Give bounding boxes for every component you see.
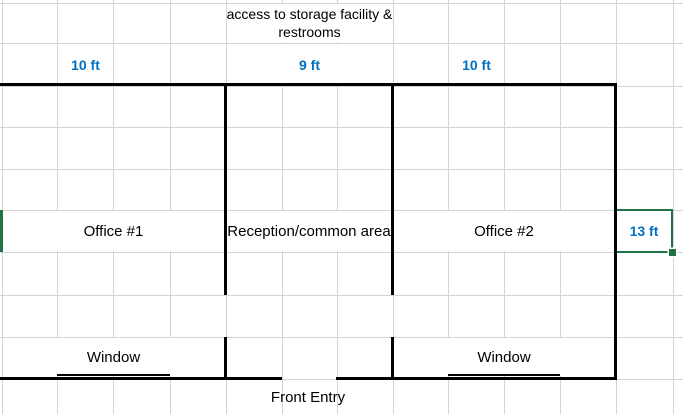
reception-label: Reception/common area	[227, 222, 391, 240]
cell-office-1[interactable]: Office #1	[3, 211, 224, 251]
front-entry-label: Front Entry	[270, 388, 346, 406]
gridline-horizontal	[0, 43, 683, 44]
wall-right	[614, 83, 617, 380]
gridline-vertical	[2, 0, 3, 414]
cell-dim-10ft-right[interactable]: 10 ft	[449, 44, 504, 85]
gridline-horizontal	[0, 169, 683, 170]
wall-bottom-left-segment	[0, 377, 282, 380]
gridline-vertical	[448, 0, 449, 414]
gridline-vertical	[57, 0, 58, 414]
dim-10ft-right-label: 10 ft	[462, 56, 491, 73]
gridline-vertical	[170, 0, 171, 414]
window-right-label: Window	[477, 348, 531, 366]
gridline-vertical	[337, 0, 338, 414]
window-left-label: Window	[86, 348, 141, 366]
cell-storage-access[interactable]: access to storage facility & restrooms	[227, 4, 392, 42]
office-2-label: Office #2	[474, 222, 534, 240]
cell-front-entry[interactable]: Front Entry	[253, 381, 363, 413]
gridline-horizontal	[0, 295, 683, 296]
gridline-vertical	[560, 0, 561, 414]
cell-window-left[interactable]: Window	[3, 338, 224, 376]
gridline-horizontal	[0, 86, 683, 87]
office-1-label: Office #1	[83, 222, 144, 240]
gridline-horizontal	[0, 127, 683, 128]
storage-access-line2: restrooms	[278, 24, 341, 40]
gridline-horizontal	[0, 252, 683, 253]
fill-handle[interactable]	[669, 249, 676, 256]
cell-window-right[interactable]: Window	[394, 338, 614, 376]
wall-reception-office2-lower	[391, 337, 394, 380]
window-right-line	[448, 374, 560, 376]
cell-reception[interactable]: Reception/common area	[227, 211, 391, 251]
dim-9ft-label: 9 ft	[299, 56, 320, 73]
storage-access-line1: access to storage facility &	[226, 6, 393, 22]
cell-dim-9ft[interactable]: 9 ft	[227, 44, 392, 85]
window-left-line	[57, 374, 170, 376]
gridline-vertical	[113, 0, 114, 414]
selected-cell-13ft[interactable]: 13 ft	[615, 209, 673, 253]
dim-13ft-label: 13 ft	[629, 223, 659, 239]
gridline-vertical	[673, 0, 674, 414]
gridline-vertical	[282, 0, 283, 414]
gridline-horizontal	[0, 3, 683, 4]
wall-bottom-right-segment	[336, 377, 617, 380]
wall-reception-office2-upper	[391, 83, 394, 295]
row-selection-indicator	[0, 210, 3, 252]
gridline-vertical	[504, 0, 505, 414]
gridline-horizontal	[0, 337, 683, 338]
wall-top	[0, 83, 617, 86]
dim-10ft-left-label: 10 ft	[71, 56, 100, 73]
gridline-horizontal	[0, 210, 683, 211]
cell-dim-10ft-left[interactable]: 10 ft	[58, 44, 113, 85]
cell-office-2[interactable]: Office #2	[394, 211, 614, 251]
wall-office1-reception-lower	[224, 337, 227, 380]
wall-office1-reception-upper	[224, 83, 227, 295]
